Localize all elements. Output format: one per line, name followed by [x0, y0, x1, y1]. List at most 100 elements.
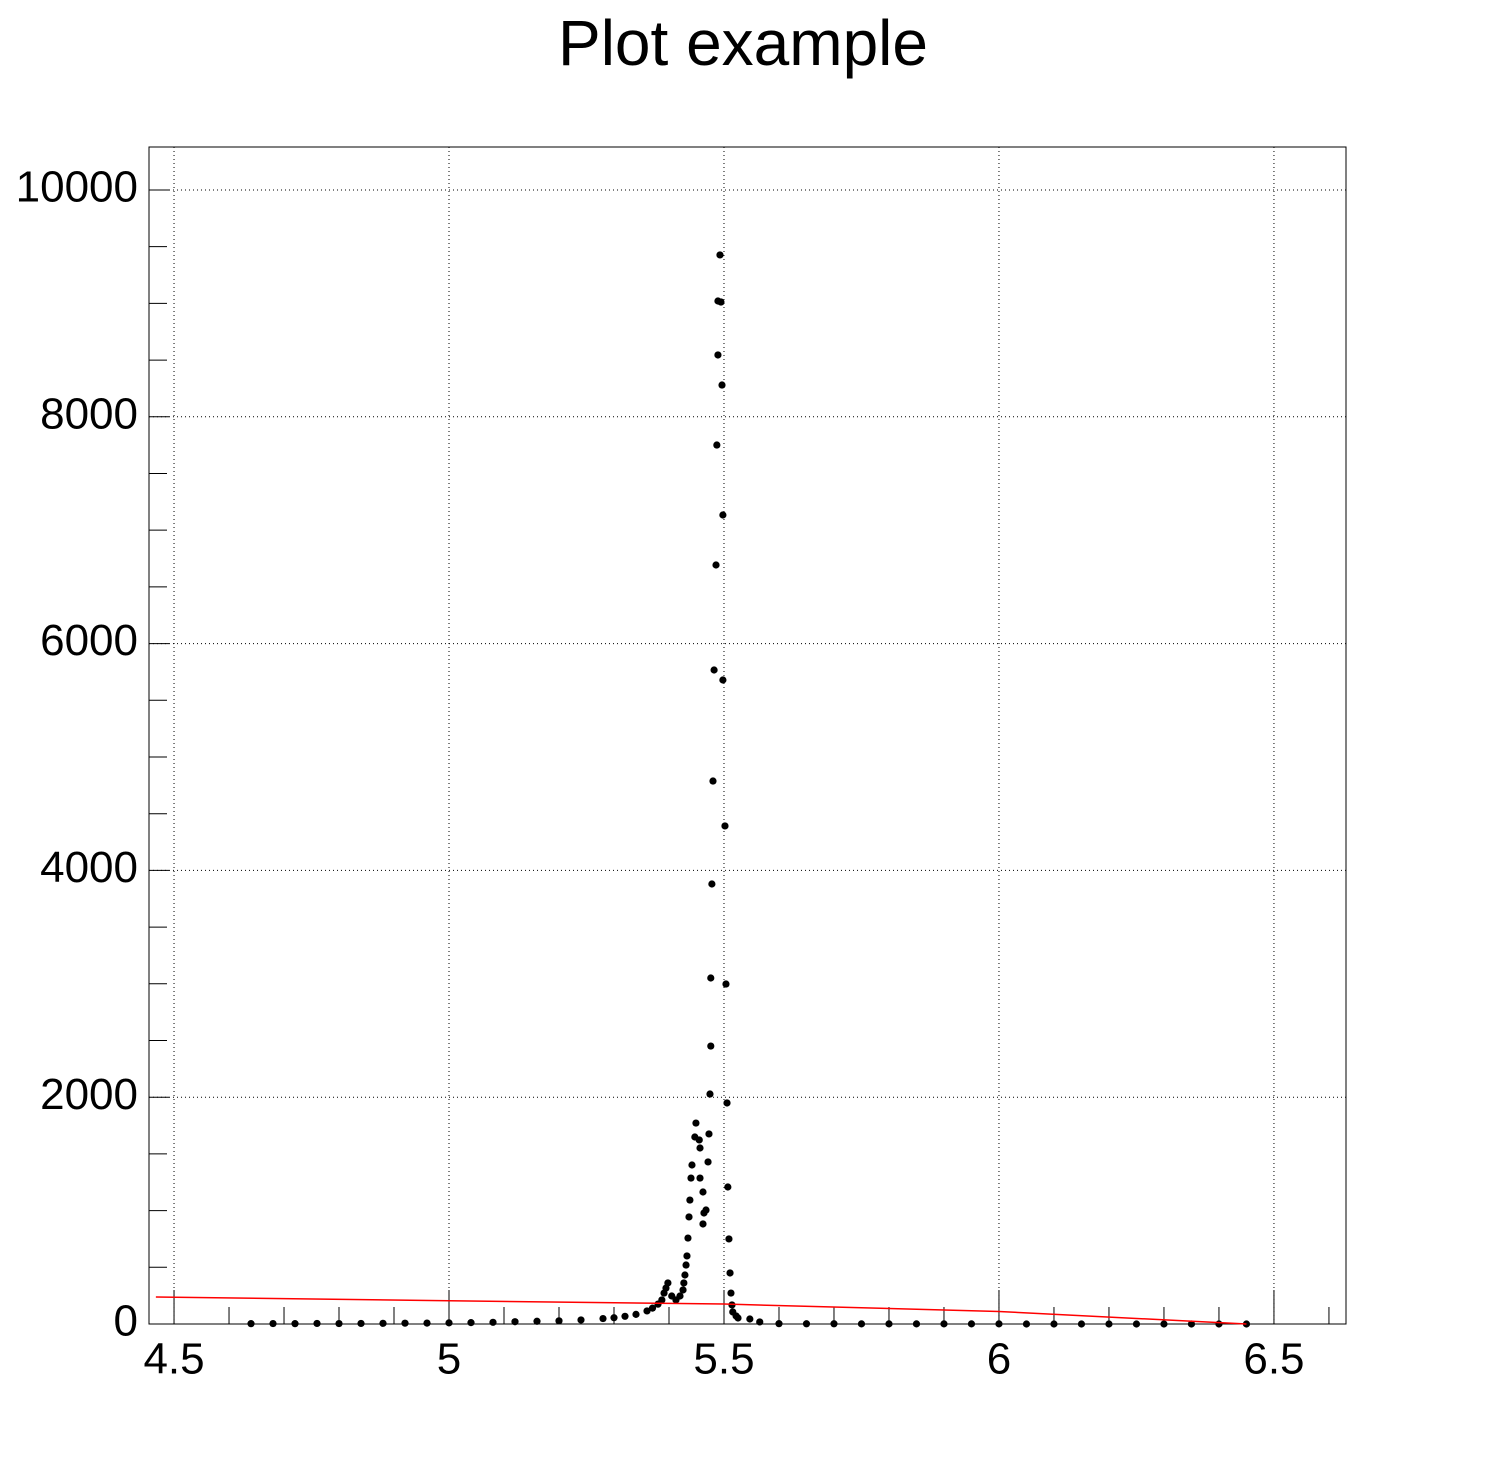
data-point [511, 1318, 519, 1326]
data-point [706, 1090, 714, 1098]
data-point [714, 351, 722, 359]
data-point [723, 1099, 731, 1107]
data-point [722, 980, 730, 988]
data-point [1050, 1320, 1058, 1328]
data-point [621, 1312, 629, 1320]
data-point [688, 1161, 696, 1169]
data-point [699, 1188, 707, 1196]
data-point [445, 1319, 453, 1327]
data-point [658, 1296, 666, 1304]
data-point [379, 1319, 387, 1327]
data-point [912, 1320, 921, 1328]
data-point [696, 1174, 704, 1182]
data-point [724, 1183, 732, 1191]
data-point [335, 1319, 343, 1328]
y-tick-label: 8000 [40, 389, 138, 438]
data-point [940, 1320, 948, 1328]
data-point [721, 822, 729, 830]
data-point [664, 1279, 672, 1287]
data-point [830, 1320, 838, 1328]
data-point [313, 1319, 321, 1328]
data-point [712, 561, 720, 569]
fit-line [155, 1296, 1247, 1325]
data-point [995, 1320, 1003, 1328]
data-point [1187, 1320, 1196, 1328]
data-point [357, 1319, 365, 1328]
data-point [577, 1316, 585, 1324]
frame [148, 146, 1347, 1325]
y-tick-label: 10000 [16, 163, 138, 212]
data-point [1077, 1320, 1086, 1328]
data-point [401, 1319, 409, 1327]
data-point [247, 1320, 255, 1328]
data-point [717, 298, 725, 306]
data-point [756, 1318, 764, 1326]
data-point [885, 1320, 893, 1328]
data-point [734, 1314, 742, 1322]
data-point [467, 1319, 475, 1327]
data-point [687, 1174, 695, 1182]
data-point [699, 1220, 707, 1228]
y-tick-label: 4000 [40, 843, 138, 892]
data-point [725, 1235, 733, 1243]
x-tick-label: 6 [987, 1335, 1011, 1384]
data-point [705, 1130, 713, 1138]
data-point [632, 1310, 640, 1318]
data-point [599, 1314, 607, 1323]
data-point [681, 1271, 689, 1279]
data-point [489, 1318, 497, 1326]
data-point [291, 1320, 299, 1328]
data-point [1132, 1320, 1141, 1328]
data-point [716, 251, 724, 259]
y-tick-label: 6000 [40, 616, 138, 665]
data-point [719, 511, 727, 519]
data-point [775, 1320, 783, 1328]
data-point [1160, 1320, 1168, 1328]
data-point [1022, 1320, 1031, 1328]
data-point [709, 777, 717, 785]
data-point [967, 1320, 976, 1328]
x-tick-label: 5.5 [693, 1335, 754, 1384]
data-point [680, 1279, 688, 1287]
data-point [679, 1286, 687, 1294]
x-tick-label: 6.5 [1243, 1335, 1304, 1384]
data-point [857, 1320, 866, 1328]
data-point [696, 1144, 704, 1152]
data-point [708, 880, 716, 888]
data-point [710, 666, 718, 674]
data-point [718, 381, 726, 389]
data-point [802, 1320, 811, 1328]
data-point [704, 1158, 712, 1166]
data-point [685, 1213, 693, 1221]
x-tick-label: 5 [437, 1335, 461, 1384]
data-point [746, 1315, 754, 1323]
chart-title: Plot example [558, 7, 928, 79]
x-tick-label: 4.5 [143, 1335, 204, 1384]
data-point [555, 1317, 563, 1325]
data-point [1215, 1320, 1223, 1328]
data-point [684, 1234, 692, 1242]
data-point [682, 1261, 690, 1269]
data-point [676, 1292, 684, 1300]
data-point [643, 1307, 651, 1315]
data-point [713, 441, 721, 449]
data-point [702, 1206, 710, 1214]
y-tick-label: 0 [114, 1297, 138, 1346]
data-point [683, 1252, 691, 1260]
data-point [1105, 1320, 1113, 1328]
data-point [707, 1042, 715, 1050]
data-point [533, 1317, 541, 1325]
data-point [692, 1119, 700, 1127]
data-point [610, 1314, 618, 1322]
data-point [727, 1289, 735, 1297]
data-point [719, 676, 727, 684]
data-point [648, 1304, 657, 1312]
data-point [423, 1319, 431, 1327]
data-point [695, 1136, 703, 1144]
y-tick-label: 2000 [40, 1070, 138, 1119]
data-point [707, 974, 715, 982]
data-point [269, 1319, 277, 1328]
data-point [726, 1269, 734, 1277]
data-point [686, 1196, 694, 1204]
